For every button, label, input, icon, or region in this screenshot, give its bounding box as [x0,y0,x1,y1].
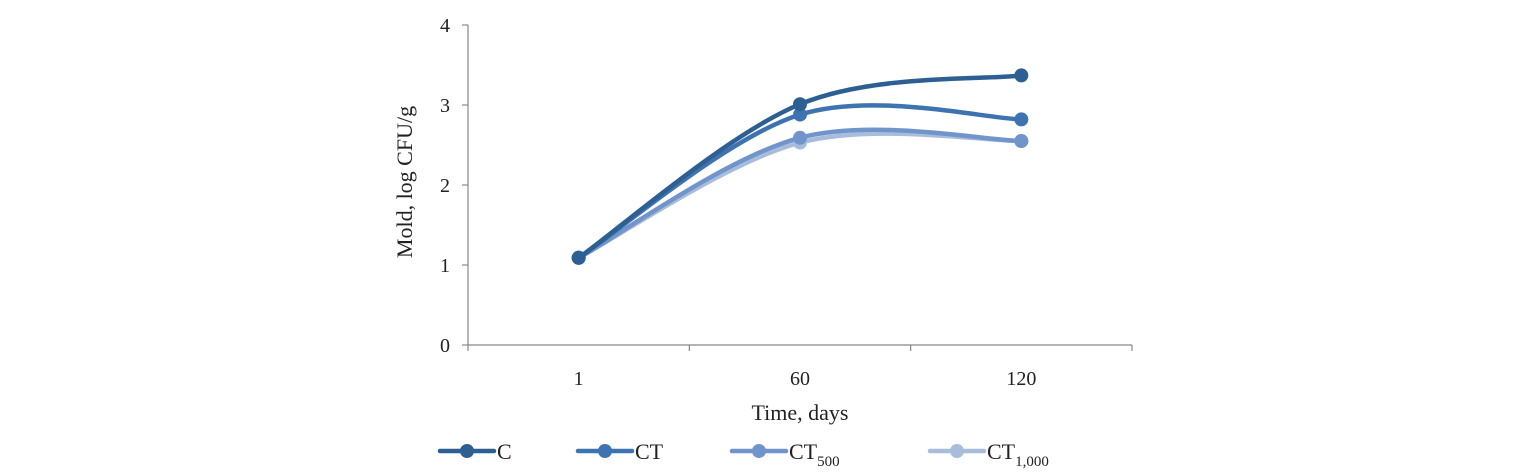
y-axis-title: Mold, log CFU/g [392,106,417,258]
axes [467,25,1132,346]
series-group [571,68,1029,265]
y-tick-label: 2 [440,175,450,197]
legend-marker [460,444,474,458]
y-tick-label: 4 [440,15,450,37]
data-point [571,250,586,265]
legend-marker [950,444,964,458]
legend-label: CT1,000 [987,439,1049,470]
data-point [1014,134,1029,148]
x-tick-label: 1 [574,368,584,390]
legend-item: C [437,439,512,464]
x-tick-label: 60 [790,368,810,390]
data-point [793,97,807,112]
data-point [793,107,807,122]
x-axis-title: Time, days [752,400,849,425]
legend-label: CT500 [789,439,840,470]
x-tick-label: 120 [1006,368,1036,390]
series-3 [571,131,1029,265]
data-point [1014,68,1029,83]
legend-label: C [497,439,512,464]
y-tick-label: 3 [440,95,450,117]
y-tick-label: 0 [440,335,450,357]
series-line [576,103,1024,261]
data-point [1014,112,1029,127]
legend-item: CT500 [729,439,840,470]
y-tick-label: 1 [440,255,450,277]
ticks: 0 1 2 3 4 1 60 120 [440,15,1133,390]
series-line [576,131,1024,261]
legend-item: CT [575,439,664,464]
legend-item: CT1,000 [927,439,1049,470]
legend: C CT CT500 CT1,000 [437,439,1049,470]
series-0 [571,68,1029,265]
legend-marker [752,444,766,458]
data-point [793,130,807,145]
legend-label: CT [635,439,664,464]
series-1 [571,103,1029,265]
legend-marker [598,444,612,458]
series-2 [571,127,1029,265]
